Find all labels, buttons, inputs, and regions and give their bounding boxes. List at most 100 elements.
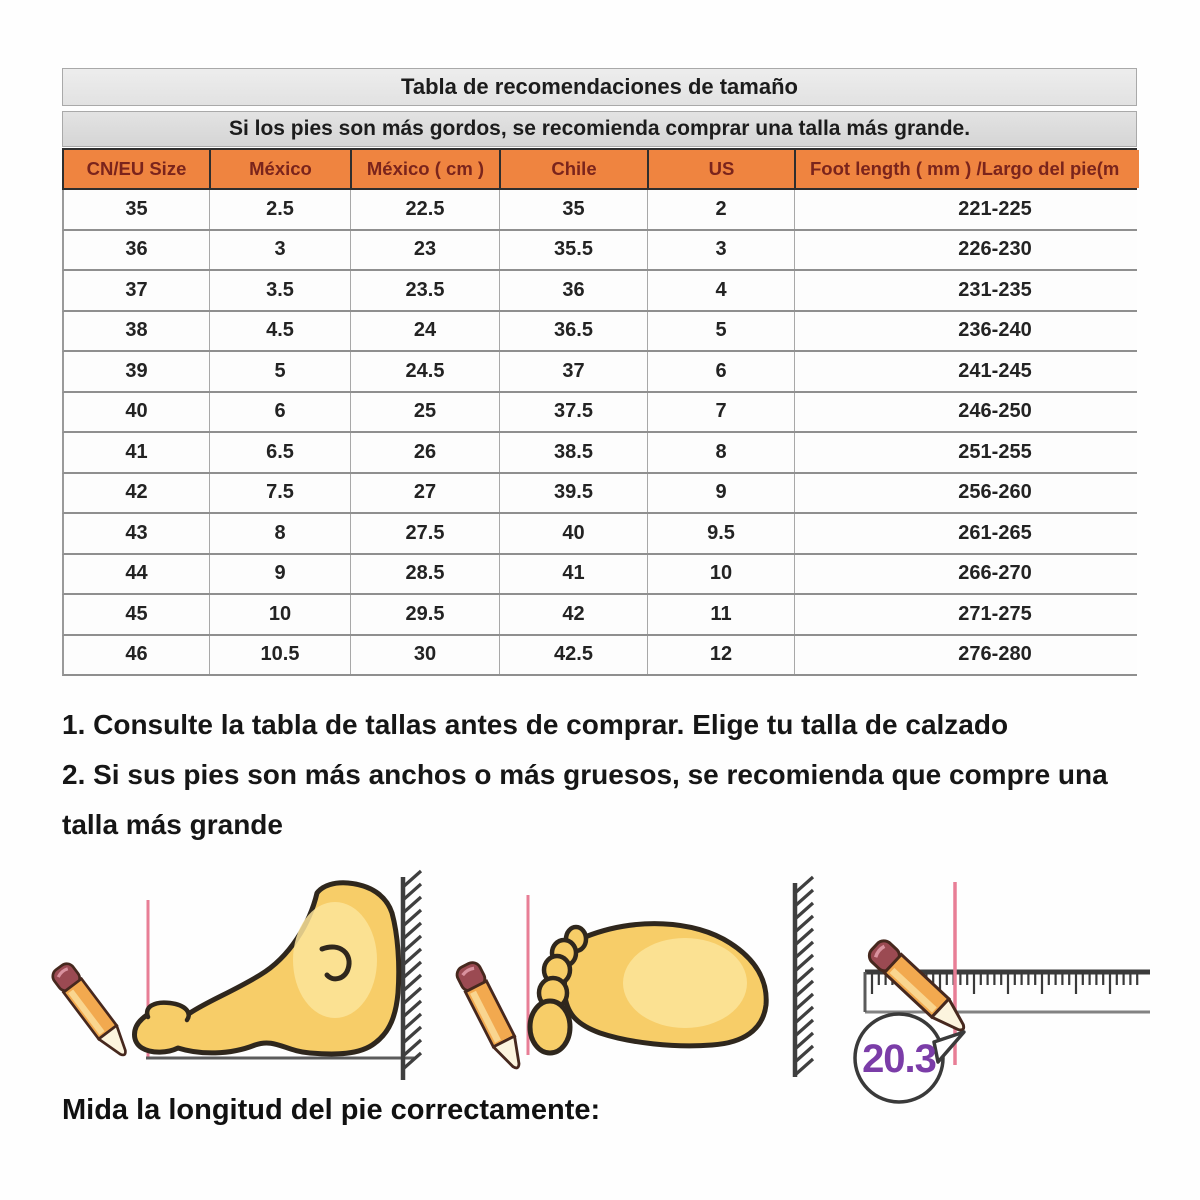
- foot-top-measure-figure: [450, 875, 815, 1077]
- measurement-bubble: 20.3: [853, 1012, 966, 1104]
- table-row: 42 7.5 27 39.5 9 256-260: [62, 473, 1139, 514]
- note-line-1: 1. Consulte la tabla de tallas antes de …: [62, 709, 1009, 740]
- table-cell: 7: [647, 392, 794, 431]
- table-cell: 29.5: [350, 595, 499, 634]
- header-cell-3: México ( cm ): [350, 150, 499, 188]
- table-header-row: CN/EU Size México México ( cm ) Chile US Foot…: [62, 148, 1139, 190]
- table-cell: 246-250: [794, 392, 1139, 431]
- table-cell: 4.5: [209, 311, 350, 350]
- table-cell: 37: [125, 278, 148, 301]
- table-cell: 38.5: [499, 433, 647, 472]
- table-cell: 41: [125, 440, 148, 463]
- table-cell: 46: [125, 643, 148, 666]
- table-cell: 24.5: [350, 352, 499, 391]
- table-cell: 10: [647, 554, 794, 593]
- table-row: 35 2.5 22.5 35 2 221-225: [62, 190, 1137, 231]
- table-cell: 12: [647, 635, 794, 674]
- table-cell: 5: [209, 352, 350, 391]
- foot-side-measure-figure: [40, 869, 423, 1080]
- header-cell-4: Chile: [499, 150, 647, 188]
- table-cell: 42.5: [499, 635, 647, 674]
- table-cell: 27: [350, 473, 499, 512]
- table-cell: 22.5: [350, 190, 499, 229]
- table-cell: 6: [647, 352, 794, 391]
- pencil-icon: [454, 960, 528, 1074]
- table-cell: 26: [350, 433, 499, 472]
- table-cell: 9: [209, 554, 350, 593]
- ruler-measure-figure: 20.3: [853, 882, 1150, 1104]
- table-cell: 44: [125, 562, 148, 585]
- table-cell: 6: [209, 392, 350, 431]
- table-cell: 236-240: [794, 311, 1139, 350]
- foot-highlight: [293, 902, 377, 1018]
- measure-caption: Mida la longitud del pie correctamente:: [62, 1094, 601, 1126]
- table-cell: 5: [647, 311, 794, 350]
- table-cell: 36: [125, 238, 148, 261]
- foot-highlight: [623, 938, 747, 1028]
- table-cell: 40: [125, 400, 148, 423]
- table-cell: 37.5: [499, 392, 647, 431]
- table-cell: 256-260: [794, 473, 1139, 512]
- table-cell: 9: [647, 473, 794, 512]
- table-cell: 221-225: [794, 190, 1139, 229]
- table-cell: 39.5: [499, 473, 647, 512]
- table-cell: 27.5: [350, 514, 499, 553]
- table-row: 41 6.5 26 38.5 8 251-255: [62, 433, 1137, 474]
- table-subtitle: Si los pies son más gordos, se recomiend…: [62, 111, 1137, 147]
- table-cell: 36: [499, 271, 647, 310]
- table-cell: 10: [209, 595, 350, 634]
- table-row: 38 4.5 24 36.5 5 236-240: [62, 311, 1139, 352]
- table-row: 46 10.5 30 42.5 12 276-280: [62, 635, 1139, 676]
- header-cell-1: CN/EU Size: [64, 150, 209, 188]
- table-row: 43 8 27.5 40 9.5 261-265: [62, 514, 1137, 555]
- header-cell-2: México: [209, 150, 350, 188]
- table-cell: 42: [499, 595, 647, 634]
- note-line-2: 2. Si sus pies son más anchos o más grue…: [62, 759, 1108, 790]
- wall-hatch: [400, 869, 423, 1080]
- pencil-icon: [50, 961, 134, 1062]
- big-toe: [527, 998, 573, 1056]
- table-cell: 38: [125, 319, 148, 342]
- table-cell: 276-280: [794, 635, 1139, 674]
- table-row: 44 9 28.5 41 10 266-270: [62, 554, 1137, 595]
- table-cell: 28.5: [350, 554, 499, 593]
- table-cell: 24: [350, 311, 499, 350]
- table-cell: 25: [350, 392, 499, 431]
- wall-hatch-strokes: [401, 869, 423, 1071]
- table-cell: 251-255: [794, 433, 1139, 472]
- table-cell: 45: [125, 602, 148, 625]
- table-cell: 35.5: [499, 230, 647, 269]
- table-cell: 30: [350, 635, 499, 674]
- table-cell: 23: [350, 230, 499, 269]
- table-cell: 39: [125, 359, 148, 382]
- table-cell: 2.5: [209, 190, 350, 229]
- table-cell: 271-275: [794, 595, 1139, 634]
- table-cell: 3: [209, 230, 350, 269]
- table-row: 36 3 23 35.5 3 226-230: [62, 230, 1139, 271]
- bubble-tail: [932, 1030, 966, 1064]
- wall-hatch: [792, 875, 815, 1077]
- table-cell: 226-230: [794, 230, 1139, 269]
- table-cell: 8: [647, 433, 794, 472]
- table-cell: 2: [647, 190, 794, 229]
- table-cell: 3: [647, 230, 794, 269]
- header-cell-5: US: [647, 150, 794, 188]
- table-cell: 42: [125, 481, 148, 504]
- size-recommendation-table: Tabla de recomendaciones de tamaño Si lo…: [62, 68, 1139, 676]
- table-cell: 23.5: [350, 271, 499, 310]
- ankle-bone-mark: [319, 944, 352, 982]
- table-row: 37 3.5 23.5 36 4 231-235: [62, 271, 1137, 312]
- table-row: 39 5 24.5 37 6 241-245: [62, 352, 1137, 393]
- table-cell: 41: [499, 554, 647, 593]
- table-cell: 11: [647, 595, 794, 634]
- table-row: 45 10 29.5 42 11 271-275: [62, 595, 1137, 636]
- table-cell: 241-245: [794, 352, 1139, 391]
- table-cell: 36.5: [499, 311, 647, 350]
- wall-hatch-strokes: [793, 875, 815, 1077]
- bubble-value: 20.3: [862, 1037, 936, 1081]
- table-cell: 35: [125, 197, 148, 220]
- table-cell: 10.5: [209, 635, 350, 674]
- table-cell: 9.5: [647, 514, 794, 553]
- note-line-2-continued: talla más grande: [62, 809, 283, 840]
